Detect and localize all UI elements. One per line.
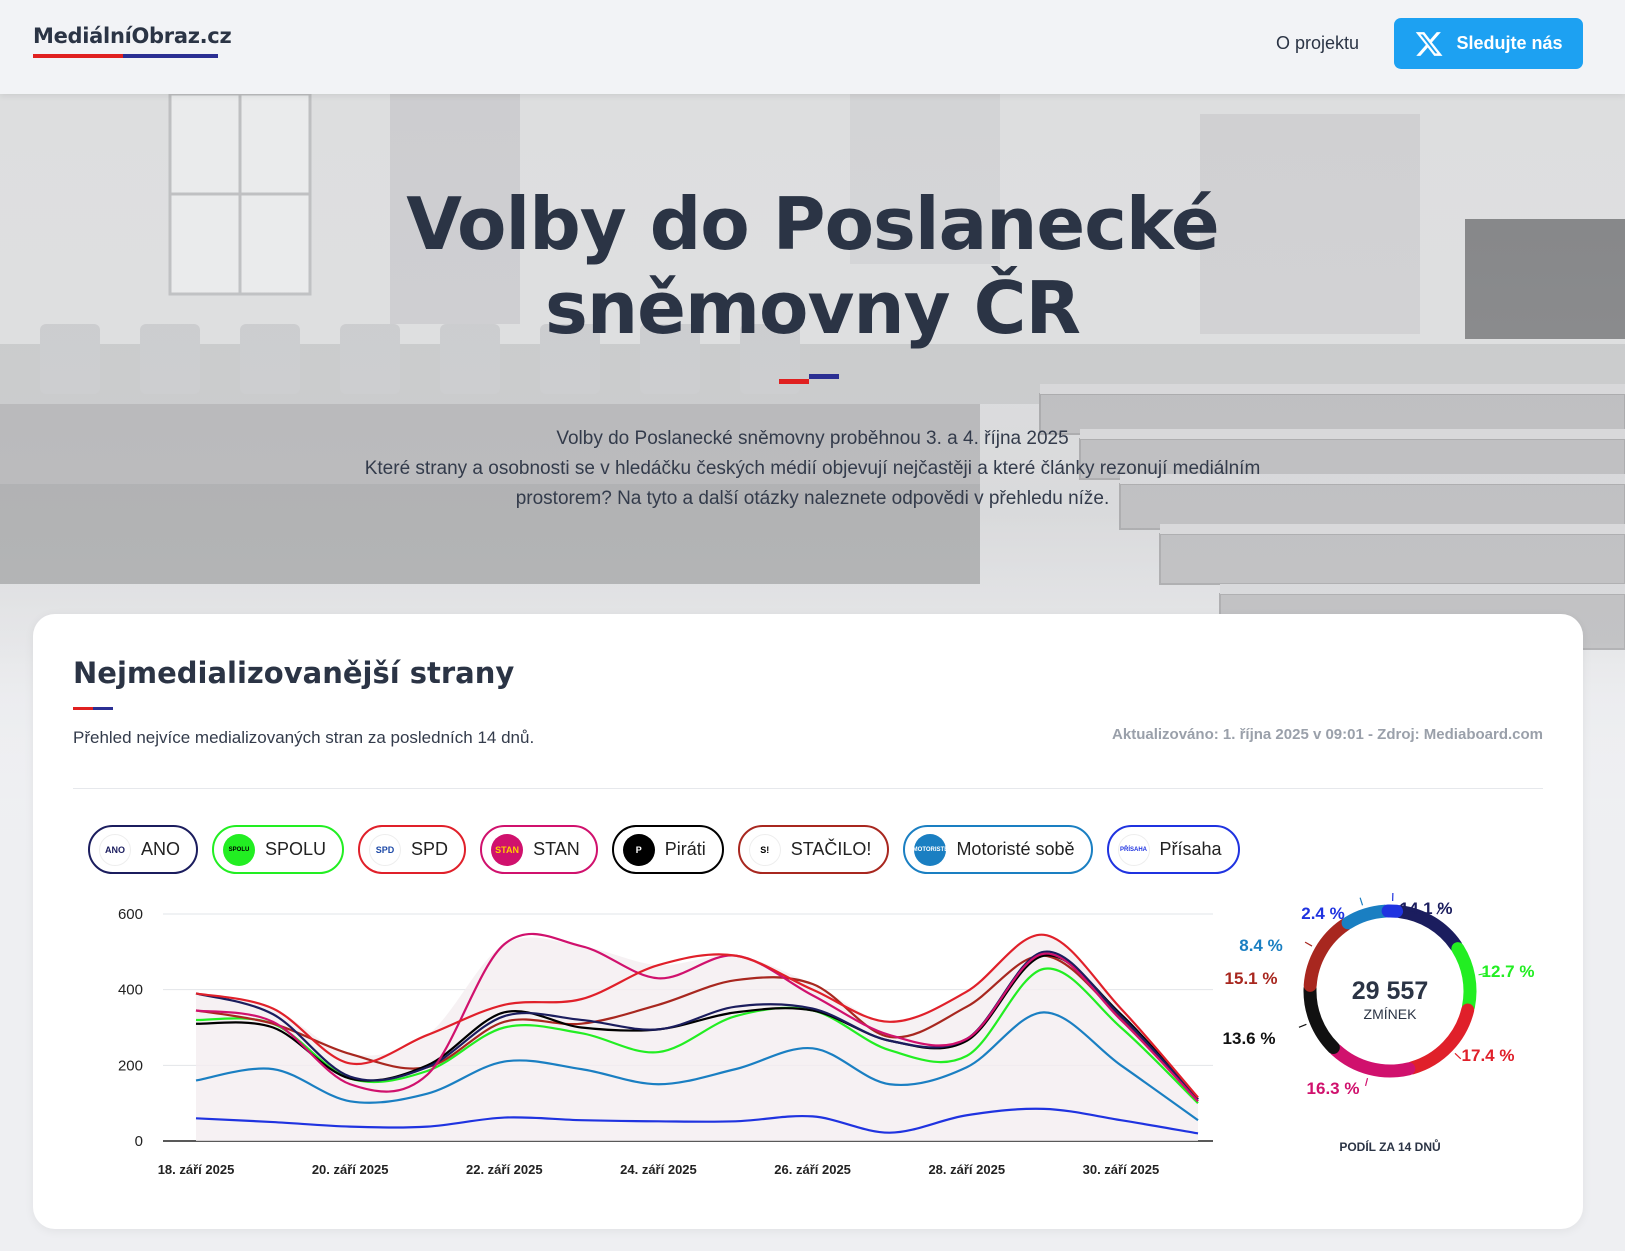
y-tick-label: 400 <box>118 982 143 999</box>
party-chip-spolu[interactable]: SPOLU SPOLU <box>212 825 345 874</box>
donut-leader-line <box>1454 1052 1462 1060</box>
party-chip-label: Motoristé sobě <box>956 839 1075 859</box>
stacilo-logo-icon: S! <box>748 833 781 866</box>
x-tick-label: 18. září 2025 <box>158 1162 235 1177</box>
party-media-card: Nejmedializovanější strany Přehled nejví… <box>33 614 1583 1229</box>
party-chip-prisaha[interactable]: PŘÍSAHA Přísaha <box>1106 825 1240 874</box>
motoriste-sobe-logo-icon: MOTORISTÉ <box>913 833 948 866</box>
pirati-logo-icon: P <box>622 833 655 866</box>
party-chip-label: STAČILO! <box>790 839 872 859</box>
donut-leader-line <box>1304 941 1313 947</box>
section-accent-bar <box>73 707 113 710</box>
x-logo-icon <box>1416 31 1443 56</box>
donut-pct-label: 2.4 % <box>1301 904 1344 923</box>
donut-pct-label: 13.6 % <box>1223 1029 1276 1048</box>
party-filter-chips: ANO ANO SPOLU SPOLU SPD SPD STAN STAN P Piráti S! S… <box>88 825 1240 874</box>
follow-us-label: Sledujte nás <box>1456 33 1563 53</box>
party-chip-label: Piráti <box>664 839 706 859</box>
spd-logo-icon: SPD <box>369 833 402 866</box>
section-title: Nejmedializovanější strany <box>73 656 515 690</box>
donut-leader-line <box>1478 972 1487 976</box>
hero-accent-bar <box>779 374 839 384</box>
hero-title-line1: Volby do Poslanecké <box>406 182 1219 266</box>
series-line-spd[interactable] <box>195 933 1199 1099</box>
series-line-stan[interactable] <box>195 932 1199 1103</box>
donut-total-label: ZMÍNEK <box>1364 1006 1418 1022</box>
stan-logo-icon: STAN <box>491 833 524 866</box>
logo-underline <box>33 54 218 58</box>
follow-us-button[interactable]: Sledujte nás <box>1394 18 1583 69</box>
section-divider <box>73 788 1543 789</box>
party-chip-label: ANO <box>141 839 181 859</box>
hero-text-line3: prostorem? Na tyto a další otázky nalezn… <box>515 488 1110 509</box>
party-chip-motoriste-sobe[interactable]: MOTORISTÉ Motoristé sobě <box>903 825 1093 874</box>
update-source-meta: Aktualizováno: 1. října 2025 v 09:01 - Z… <box>1112 726 1543 743</box>
series-line-prisaha[interactable] <box>195 1107 1199 1135</box>
hero-text-line1: Volby do Poslanecké sněmovny proběhnou 3… <box>556 428 1069 449</box>
x-tick-label: 24. září 2025 <box>620 1162 697 1177</box>
donut-leader-line <box>1364 1077 1369 1087</box>
donut-pct-label: 15.1 % <box>1225 969 1278 988</box>
prisaha-logo-icon: PŘÍSAHA <box>1117 833 1150 866</box>
donut-slice-spd[interactable] <box>1405 1003 1475 1075</box>
x-tick-label: 30. září 2025 <box>1083 1162 1160 1177</box>
series-line-motoriste-sobe[interactable] <box>195 1011 1199 1122</box>
party-chip-pirati[interactable]: P Piráti <box>611 825 724 874</box>
hero-description: Volby do Poslanecké sněmovny proběhnou 3… <box>300 424 1325 514</box>
party-mentions-line-chart: 0 200 400 600 18. září 2025 20. září 2025 22. … <box>118 906 1213 1177</box>
donut-slice-stacilo[interactable] <box>1303 918 1352 992</box>
party-chip-label: SPD <box>411 839 449 859</box>
party-chip-label: Přísaha <box>1159 839 1222 859</box>
party-chip-spd[interactable]: SPD SPD <box>358 825 467 874</box>
hero-section: Volby do Poslanecké sněmovny ČR Volby do… <box>0 94 1625 854</box>
donut-pct-label: 17.4 % <box>1462 1046 1515 1065</box>
x-tick-label: 28. září 2025 <box>928 1162 1005 1177</box>
hero-text-line2: Které strany a osobnosti se v hledáčku č… <box>364 458 1261 479</box>
donut-pct-label: 14.1 % <box>1400 899 1453 918</box>
donut-slice-stan[interactable] <box>1329 1043 1416 1078</box>
top-navbar: MediálníObraz.cz O projektu Sledujte nás <box>0 0 1625 94</box>
donut-leader-line <box>1298 1023 1307 1028</box>
series-line-ano[interactable] <box>195 950 1199 1101</box>
y-tick-label: 200 <box>118 1057 143 1074</box>
donut-leader-line <box>1359 897 1364 906</box>
ano-logo-icon: ANO <box>99 833 131 866</box>
parliament-background-image <box>0 94 1625 854</box>
section-subtitle: Přehled nejvíce medializovaných stran za… <box>73 728 535 747</box>
party-chip-ano[interactable]: ANO ANO <box>88 825 199 874</box>
donut-slice-spolu[interactable] <box>1451 942 1477 1014</box>
party-chip-label: STAN <box>533 839 580 859</box>
donut-pct-label: 8.4 % <box>1239 936 1282 955</box>
spolu-logo-icon: SPOLU <box>223 833 256 866</box>
x-tick-label: 26. září 2025 <box>774 1162 851 1177</box>
y-tick-label: 0 <box>135 1133 143 1150</box>
donut-leader-line <box>1436 907 1442 915</box>
chart-area-fill <box>196 934 1198 1141</box>
donut-pct-label: 16.3 % <box>1307 1079 1360 1098</box>
donut-caption: PODÍL ZA 14 DNŮ <box>1339 1138 1440 1154</box>
hero-title-line2: sněmovny ČR <box>545 266 1081 350</box>
x-tick-label: 22. září 2025 <box>466 1162 543 1177</box>
y-tick-label: 600 <box>118 906 143 923</box>
party-chip-stan[interactable]: STAN STAN <box>480 825 598 874</box>
party-chip-label: SPOLU <box>265 839 327 859</box>
about-project-link[interactable]: O projektu <box>1276 33 1360 53</box>
share-donut-chart: 14.1 % 12.7 % 17.4 % 16.3 % 13.6 % 15.1 % 8.4 … <box>1223 893 1535 1154</box>
donut-total: 29 557 <box>1352 977 1428 1005</box>
x-tick-label: 20. září 2025 <box>312 1162 389 1177</box>
donut-pct-label: 12.7 % <box>1482 962 1535 981</box>
donut-slice-motoriste-sobe[interactable] <box>1341 904 1392 930</box>
site-logo[interactable]: MediálníObraz.cz <box>33 24 232 48</box>
party-chip-stacilo[interactable]: S! STAČILO! <box>737 825 890 874</box>
donut-slice-ano[interactable] <box>1393 905 1463 953</box>
donut-slice-pirati[interactable] <box>1303 982 1340 1054</box>
